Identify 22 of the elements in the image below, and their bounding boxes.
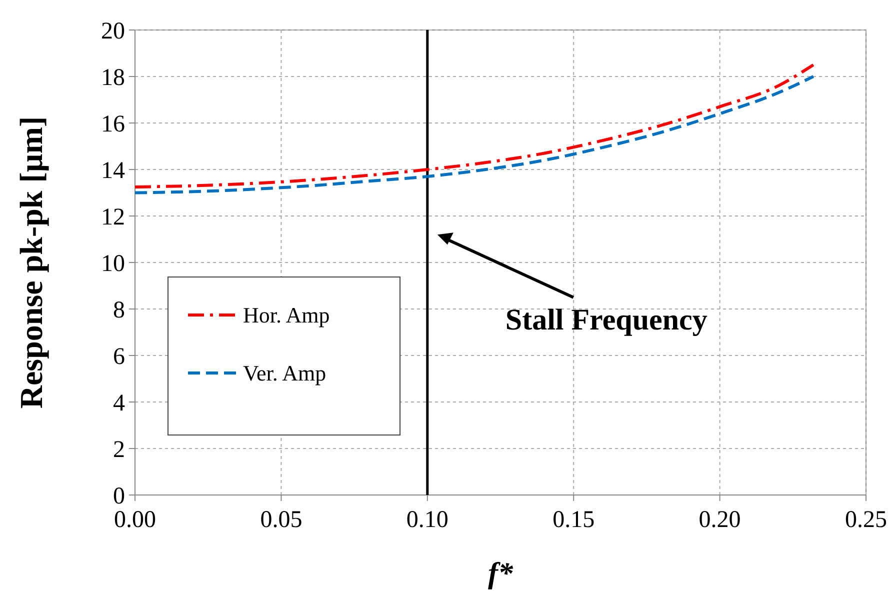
y-tick-label: 20 [101,18,125,44]
y-tick-label: 6 [113,344,125,370]
x-tick-label: 0.05 [260,507,302,533]
y-axis-title: Response pk-pk [µm] [13,116,49,409]
legend-label: Hor. Amp [243,302,330,328]
y-tick-label: 10 [101,250,125,277]
ref-line-label: Stall Frequency [505,304,708,337]
x-tick-label: 0.25 [845,507,887,533]
legend-label: Ver. Amp [243,360,326,386]
x-tick-label: 0.20 [698,507,741,533]
x-tick-label: 0.10 [406,507,448,533]
y-tick-label: 16 [101,111,125,138]
y-tick-label: 12 [101,204,125,230]
y-tick-label: 4 [113,390,125,416]
y-tick-label: 18 [101,64,125,91]
y-tick-label: 0 [113,483,125,510]
x-tick-label: 0.00 [114,507,156,533]
x-tick-label: 0.15 [552,507,595,533]
y-tick-label: 2 [113,436,125,463]
y-tick-label: 8 [113,297,125,324]
x-axis-title: f* [488,557,514,590]
y-tick-label: 14 [101,158,125,184]
